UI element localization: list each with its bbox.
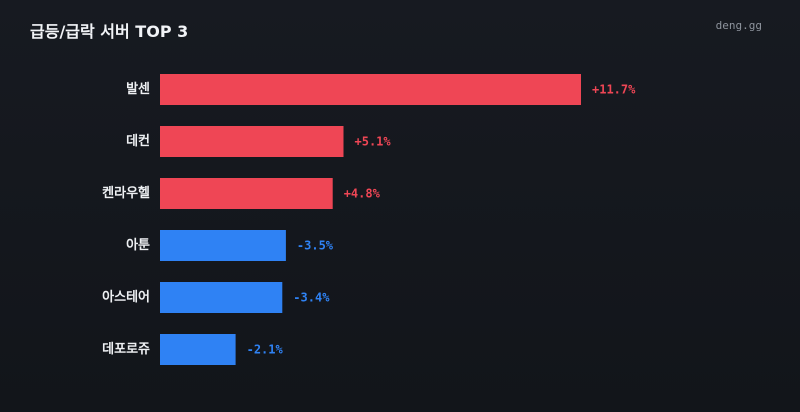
bar-down (160, 334, 236, 365)
category-label: 아스테어 (102, 289, 150, 305)
bar-down (160, 282, 283, 313)
category-label: 데컨 (126, 133, 150, 149)
category-label: 데포로쥬 (102, 342, 150, 357)
brand-label: deng.gg (715, 19, 762, 32)
value-label: +11.7% (592, 83, 636, 97)
category-label: 아툰 (126, 237, 150, 253)
value-label: -2.1% (247, 343, 284, 357)
value-label: -3.4% (293, 291, 330, 305)
chart-title: 급등/급락 서버 TOP 3 (30, 22, 189, 41)
value-label: +4.8% (344, 187, 381, 201)
bar-up (160, 178, 333, 209)
value-label: -3.5% (297, 239, 334, 253)
bar-up (160, 74, 581, 105)
category-label: 켄라우헬 (102, 185, 150, 201)
bar-row: 데포로쥬 -2.1% (102, 334, 283, 365)
bar-row: 발센 +11.7% (126, 74, 636, 105)
bar-row: 데컨 +5.1% (126, 126, 391, 157)
bar-up (160, 126, 344, 157)
category-label: 발센 (126, 81, 150, 97)
bar-row: 아툰 -3.5% (126, 230, 334, 261)
bar-row: 아스테어 -3.4% (102, 282, 330, 313)
bar-down (160, 230, 286, 261)
value-label: +5.1% (355, 135, 392, 149)
bar-row: 켄라우헬 +4.8% (102, 178, 381, 209)
